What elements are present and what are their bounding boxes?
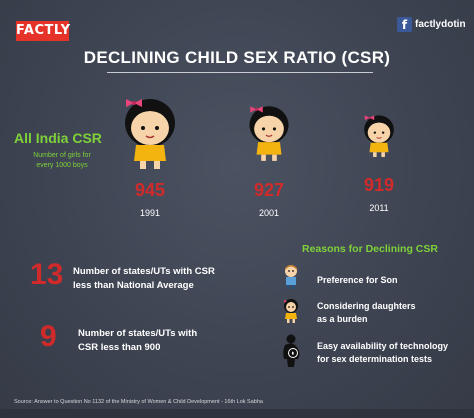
csr-value-2011: 919 xyxy=(363,175,395,195)
reason-text-1: Preference for Son xyxy=(317,274,398,287)
csr-heading: All India CSR xyxy=(14,130,102,146)
reason-text-1-line1: Preference for Son xyxy=(317,275,398,285)
stat-text-13-line1: Number of states/UTs with CSR xyxy=(73,266,215,277)
facebook-icon: f xyxy=(397,17,412,32)
csr-value-2001: 927 xyxy=(253,180,285,200)
csr-year-1991: 1991 xyxy=(139,208,161,218)
page-title: DECLINING CHILD SEX RATIO (CSR) xyxy=(83,48,391,67)
stat-text-13: Number of states/UTs with CSR less than … xyxy=(73,265,215,293)
reason-text-2-line2: as a burden xyxy=(317,314,368,324)
reasons-heading: Reasons for Declining CSR xyxy=(302,243,438,255)
pregnant-woman-icon xyxy=(283,334,300,367)
csr-year-2001: 2001 xyxy=(258,208,280,218)
reason-text-3-line1: Easy availability of technology xyxy=(317,341,449,351)
facebook-handle[interactable]: f factlydotin xyxy=(397,17,466,32)
stat-number-9: 9 xyxy=(40,320,57,353)
csr-year-2011: 2011 xyxy=(369,203,389,213)
girl-1991-icon xyxy=(125,99,175,169)
girl-icon xyxy=(284,299,298,323)
stat-number-13: 13 xyxy=(30,258,64,291)
csr-subtitle: Number of girls for every 1000 boys xyxy=(33,152,91,169)
reason-text-2: Considering daughters as a burden xyxy=(317,300,416,326)
csr-value-1991: 945 xyxy=(134,180,166,200)
stat-text-9: Number of states/UTs with CSR less than … xyxy=(78,327,197,355)
facebook-handle-text: factlydotin xyxy=(415,19,466,30)
stat-text-9-line2: CSR less than 900 xyxy=(78,342,161,353)
source-note: Source: Answer to Question No 1132 of th… xyxy=(14,399,263,405)
bottom-border xyxy=(0,409,474,418)
girl-2001-icon xyxy=(249,106,289,161)
stat-text-9-line1: Number of states/UTs with xyxy=(78,328,198,339)
reason-text-3-line2: for sex determination tests xyxy=(317,354,433,364)
factly-logo: FACTLY xyxy=(16,21,70,41)
boy-icon xyxy=(285,265,297,289)
reason-text-3: Easy availability of technology for sex … xyxy=(317,340,448,366)
title-underline xyxy=(107,72,373,73)
girl-2011-icon xyxy=(364,115,394,157)
stat-text-13-line2: less than National Average xyxy=(73,280,194,291)
reason-text-2-line1: Considering daughters xyxy=(317,301,416,311)
